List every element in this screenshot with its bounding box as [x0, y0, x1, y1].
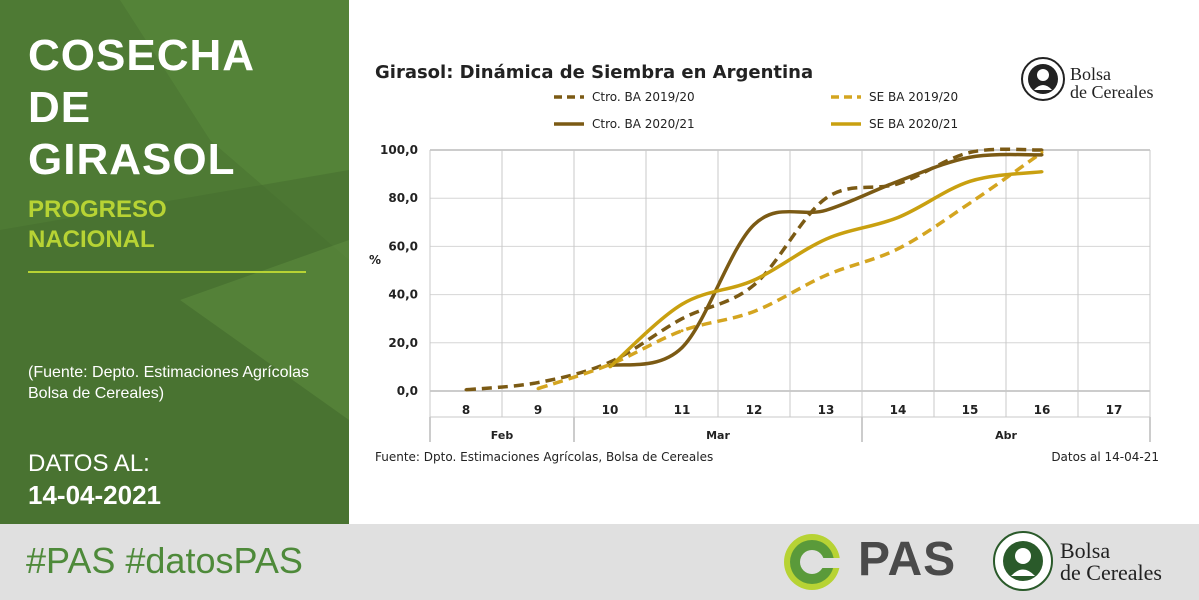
headline: COSECHA DE GIRASOL [28, 30, 255, 186]
data-point-1-5 [824, 273, 828, 277]
date-value: 14-04-2021 [28, 480, 161, 510]
bolsa-logo-text-bottom: Bolsa de Cereales [1060, 540, 1162, 584]
data-point-2-8 [1040, 153, 1044, 157]
divider [28, 271, 306, 273]
hashtags: #PAS #datosPAS [26, 540, 303, 581]
left-info-panel: COSECHA DE GIRASOL PROGRESO NACIONAL (Fu… [0, 0, 349, 524]
y-axis-label: % [369, 253, 381, 267]
panel-background-pattern [0, 0, 349, 524]
chart-container: Girasol: Dinámica de Siembra en Argentin… [349, 0, 1199, 524]
date-label: DATOS AL: [28, 450, 150, 477]
month-label-1: Mar [706, 429, 730, 442]
data-point-1-1 [536, 387, 540, 391]
data-point-0-1 [536, 381, 540, 385]
x-tick-label-4: 12 [746, 403, 763, 417]
x-tick-label-0: 8 [462, 403, 470, 417]
y-tick-label-5: 100,0 [380, 143, 418, 157]
bolsa-logo-bottom-line-1: Bolsa [1060, 538, 1111, 563]
data-point-1-4 [752, 309, 756, 313]
bolsa-logo-line-2: de Cereales [1070, 82, 1154, 102]
pas-logo-icon [784, 534, 844, 590]
legend-label-0: Ctro. BA 2019/20 [592, 90, 695, 104]
x-tick-label-7: 15 [962, 403, 979, 417]
data-point-0-8 [1040, 148, 1044, 152]
x-tick-label-9: 17 [1106, 403, 1123, 417]
series-line-0 [465, 147, 1043, 392]
bolsa-seal-icon-bottom [993, 531, 1053, 591]
headline-line-3: GIRASOL [28, 135, 236, 184]
data-point-3-3 [680, 302, 684, 306]
x-tick-label-3: 11 [674, 403, 691, 417]
data-point-3-8 [1040, 170, 1044, 174]
y-tick-label-1: 20,0 [388, 336, 418, 350]
data-point-3-5 [824, 237, 828, 241]
data-point-2-3 [680, 346, 684, 350]
x-tick-label-2: 10 [602, 403, 619, 417]
data-point-3-6 [896, 215, 900, 219]
y-tick-label-3: 60,0 [388, 239, 418, 253]
month-label-2: Abr [995, 429, 1017, 442]
x-tick-label-8: 16 [1034, 403, 1051, 417]
headline-line-2: DE [28, 83, 92, 132]
series-line-3 [608, 169, 1043, 369]
data-point-1-3 [680, 329, 684, 333]
subheadline: PROGRESO NACIONAL [28, 195, 167, 255]
data-point-0-2 [608, 360, 612, 364]
data-point-0-3 [680, 317, 684, 321]
data-point-0-5 [824, 196, 828, 200]
x-tick-label-1: 9 [534, 403, 542, 417]
bolsa-logo-text-top: Bolsa de Cereales [1070, 65, 1153, 101]
pas-logo-text: PAS [858, 533, 957, 586]
data-point-2-4 [752, 223, 756, 227]
legend-label-2: Ctro. BA 2020/21 [592, 117, 695, 131]
data-point-0-4 [752, 283, 756, 287]
data-point-2-6 [896, 179, 900, 183]
data-point-3-4 [752, 278, 756, 282]
subheadline-line-1: PROGRESO [28, 196, 167, 223]
x-tick-label-5: 13 [818, 403, 835, 417]
sowing-progress-chart: Girasol: Dinámica de Siembra en Argentin… [369, 62, 1159, 464]
chart-source: Fuente: Dpto. Estimaciones Agrícolas, Bo… [375, 450, 713, 464]
headline-line-1: COSECHA [28, 31, 256, 80]
y-tick-label-4: 80,0 [388, 191, 418, 205]
month-label-0: Feb [491, 429, 514, 442]
chart-date-note: Datos al 14-04-21 [1051, 450, 1159, 464]
y-tick-label-0: 0,0 [397, 384, 418, 398]
legend-label-1: SE BA 2019/20 [869, 90, 958, 104]
data-point-2-7 [968, 155, 972, 159]
data-point-3-2 [608, 365, 612, 369]
bolsa-seal-icon [1021, 57, 1065, 101]
source-note: (Fuente: Depto. Estimaciones Agrícolas B… [28, 364, 310, 402]
data-point-1-6 [896, 247, 900, 251]
data-point-0-7 [968, 150, 972, 154]
data-point-2-5 [824, 208, 828, 212]
bolsa-logo-line-1: Bolsa [1070, 64, 1112, 84]
subheadline-line-2: NACIONAL [28, 226, 155, 253]
bolsa-logo-bottom-line-2: de Cereales [1060, 560, 1162, 585]
y-tick-label-2: 40,0 [388, 288, 418, 302]
data-point-0-0 [464, 388, 468, 392]
legend-label-3: SE BA 2020/21 [869, 117, 958, 131]
x-tick-label-6: 14 [890, 403, 907, 417]
data-point-3-7 [968, 179, 972, 183]
chart-title: Girasol: Dinámica de Siembra en Argentin… [375, 62, 813, 83]
data-point-1-7 [968, 201, 972, 205]
